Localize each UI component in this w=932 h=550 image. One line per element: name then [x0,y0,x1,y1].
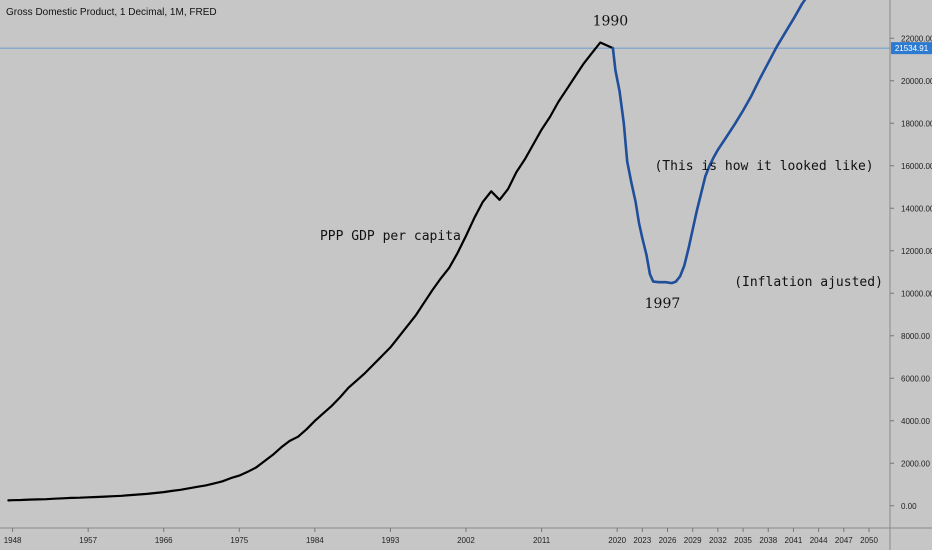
x-tick-label: 1975 [230,536,248,545]
x-tick-label: 1966 [155,536,173,545]
x-tick-label: 2035 [734,536,752,545]
y-tick-label: 6000.00 [901,374,930,383]
y-tick-label: 20000.00 [901,77,932,86]
x-tick-label: 2044 [810,536,828,545]
x-tick-label: 2032 [709,536,727,545]
x-tick-label: 2038 [759,536,777,545]
note-annotation: (This is how it looked like) [654,159,873,174]
y-tick-label: 18000.00 [901,119,932,128]
note-annotation: (Inflation ajusted) [734,275,883,290]
y-tick-label: 4000.00 [901,417,930,426]
y-tick-label: 12000.00 [901,247,932,256]
x-tick-label: 2050 [860,536,878,545]
x-tick-label: 2023 [633,536,651,545]
price-tag [891,42,932,55]
note-annotation: PPP GDP per capita [320,229,461,244]
y-tick-label: 2000.00 [901,459,930,468]
x-tick-label: 2029 [684,536,702,545]
x-tick-label: 1957 [79,536,97,545]
y-tick-label: 10000.00 [901,289,932,298]
projection-series-line [611,0,807,285]
y-tick-label: 0.00 [901,502,917,511]
historical-series-line [7,41,614,502]
y-tick-label: 8000.00 [901,332,930,341]
x-tick-label: 2041 [785,536,803,545]
year-annotation: 1990 [593,14,629,30]
x-tick-label: 2026 [659,536,677,545]
x-tick-label: 2002 [457,536,475,545]
x-tick-label: 1984 [306,536,324,545]
y-tick-label: 16000.00 [901,162,932,171]
x-tick-label: 1948 [4,536,22,545]
price-tag-label: 21534.91 [895,44,929,53]
x-tick-label: 2020 [608,536,626,545]
year-annotation: 1997 [645,296,681,312]
y-tick-label: 14000.00 [901,204,932,213]
x-tick-label: 1993 [382,536,400,545]
x-tick-label: 2047 [835,536,853,545]
series-group [7,0,807,502]
chart-title: Gross Domestic Product, 1 Decimal, 1M, F… [6,7,217,18]
x-tick-label: 2011 [533,536,551,545]
y-tick-label: 22000.00 [901,34,932,43]
